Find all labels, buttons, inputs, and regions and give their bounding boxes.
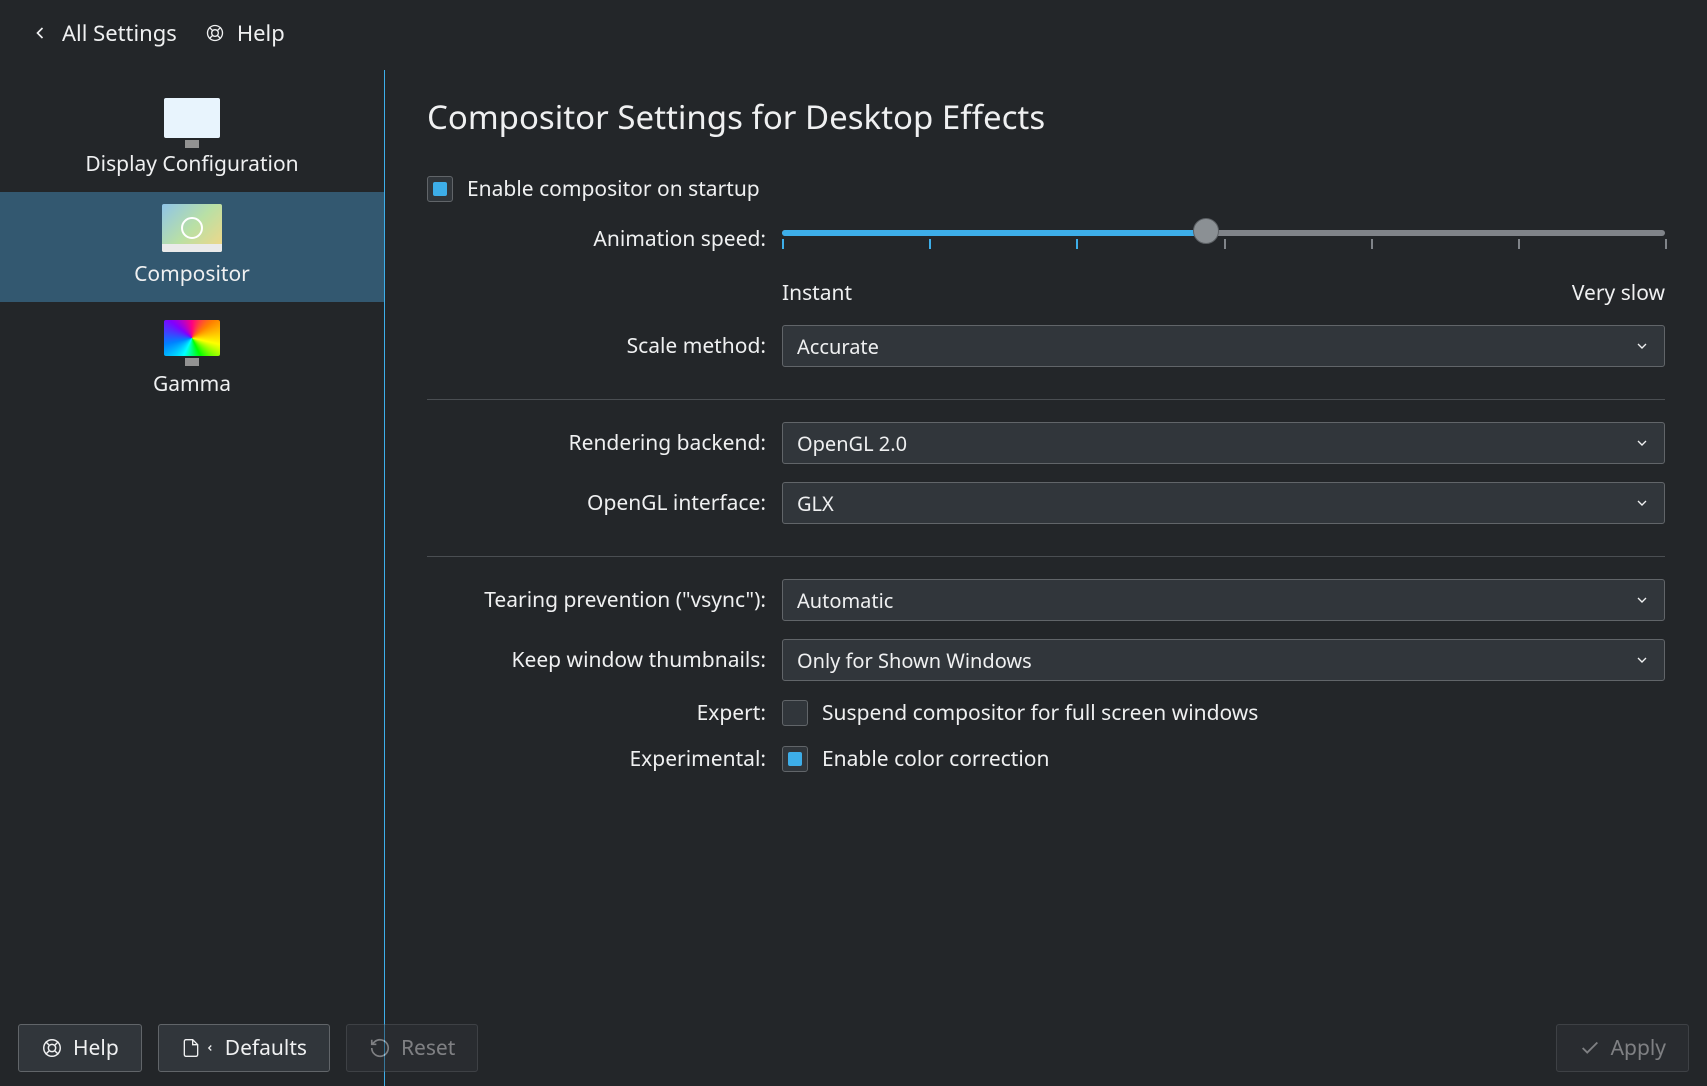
help-lifebuoy-icon — [41, 1037, 63, 1059]
defaults-label: Defaults — [225, 1034, 307, 1062]
experimental-check-label: Enable color correction — [822, 745, 1049, 773]
rendering-backend-label: Rendering backend: — [427, 429, 782, 457]
animation-speed-slider[interactable] — [782, 221, 1665, 241]
reset-label: Reset — [401, 1034, 455, 1062]
sidebar-item-label: Gamma — [153, 370, 231, 398]
help-label-bottom: Help — [73, 1034, 119, 1062]
tearing-value: Automatic — [797, 587, 893, 614]
chevron-down-icon — [1634, 592, 1650, 608]
gamma-icon — [162, 314, 222, 362]
top-toolbar: All Settings Help — [0, 0, 1707, 70]
expert-label: Expert: — [427, 699, 782, 727]
scale-method-value: Accurate — [797, 333, 879, 360]
opengl-interface-value: GLX — [797, 490, 834, 517]
apply-button[interactable]: Apply — [1556, 1024, 1689, 1072]
content-panel: Compositor Settings for Desktop Effects … — [385, 70, 1707, 1086]
sidebar-item-label: Display Configuration — [85, 150, 298, 178]
all-settings-label: All Settings — [62, 18, 177, 48]
document-icon — [181, 1037, 201, 1059]
enable-startup-checkbox[interactable] — [427, 176, 453, 202]
scale-method-label: Scale method: — [427, 332, 782, 360]
chevron-down-icon — [1634, 338, 1650, 354]
scale-method-dropdown[interactable]: Accurate — [782, 325, 1665, 367]
animation-speed-label: Animation speed: — [427, 221, 782, 253]
check-icon — [1579, 1037, 1601, 1059]
defaults-button[interactable]: Defaults — [158, 1024, 330, 1072]
help-label-top: Help — [237, 18, 285, 48]
thumbnails-dropdown[interactable]: Only for Shown Windows — [782, 639, 1665, 681]
enable-startup-label: Enable compositor on startup — [467, 175, 760, 203]
opengl-interface-dropdown[interactable]: GLX — [782, 482, 1665, 524]
chevron-down-icon — [1634, 435, 1650, 451]
sidebar: Display Configuration Compositor Gamma — [0, 70, 385, 1086]
divider — [427, 399, 1665, 400]
sidebar-item-display[interactable]: Display Configuration — [16, 82, 368, 192]
page-title: Compositor Settings for Desktop Effects — [427, 94, 1665, 139]
expert-check-label: Suspend compositor for full screen windo… — [822, 699, 1258, 727]
compositor-icon — [162, 204, 222, 252]
all-settings-button[interactable]: All Settings — [30, 18, 177, 48]
thumbnails-label: Keep window thumbnails: — [427, 646, 782, 674]
tearing-label: Tearing prevention ("vsync"): — [427, 586, 782, 614]
bottom-bar: Help Defaults Reset Apply — [0, 1024, 1707, 1072]
sidebar-item-label: Compositor — [134, 260, 250, 288]
help-lifebuoy-icon — [205, 23, 225, 43]
chevron-down-icon — [1634, 495, 1650, 511]
tearing-dropdown[interactable]: Automatic — [782, 579, 1665, 621]
undo-icon — [369, 1037, 391, 1059]
chevron-down-icon — [1634, 652, 1650, 668]
divider — [427, 556, 1665, 557]
thumbnails-value: Only for Shown Windows — [797, 647, 1032, 674]
opengl-interface-label: OpenGL interface: — [427, 489, 782, 517]
reset-button[interactable]: Reset — [346, 1024, 478, 1072]
experimental-label: Experimental: — [427, 745, 782, 773]
sidebar-item-gamma[interactable]: Gamma — [16, 302, 368, 412]
sidebar-item-compositor[interactable]: Compositor — [0, 192, 384, 302]
apply-label: Apply — [1611, 1034, 1666, 1062]
slider-label-right: Very slow — [1572, 279, 1665, 307]
chevron-left-icon — [205, 1041, 215, 1055]
help-button-top[interactable]: Help — [205, 18, 285, 48]
experimental-checkbox[interactable] — [782, 746, 808, 772]
rendering-backend-dropdown[interactable]: OpenGL 2.0 — [782, 422, 1665, 464]
display-icon — [162, 94, 222, 142]
rendering-backend-value: OpenGL 2.0 — [797, 430, 907, 457]
help-button-bottom[interactable]: Help — [18, 1024, 142, 1072]
slider-label-left: Instant — [782, 279, 852, 307]
expert-checkbox[interactable] — [782, 700, 808, 726]
back-chevron-icon — [30, 23, 50, 43]
